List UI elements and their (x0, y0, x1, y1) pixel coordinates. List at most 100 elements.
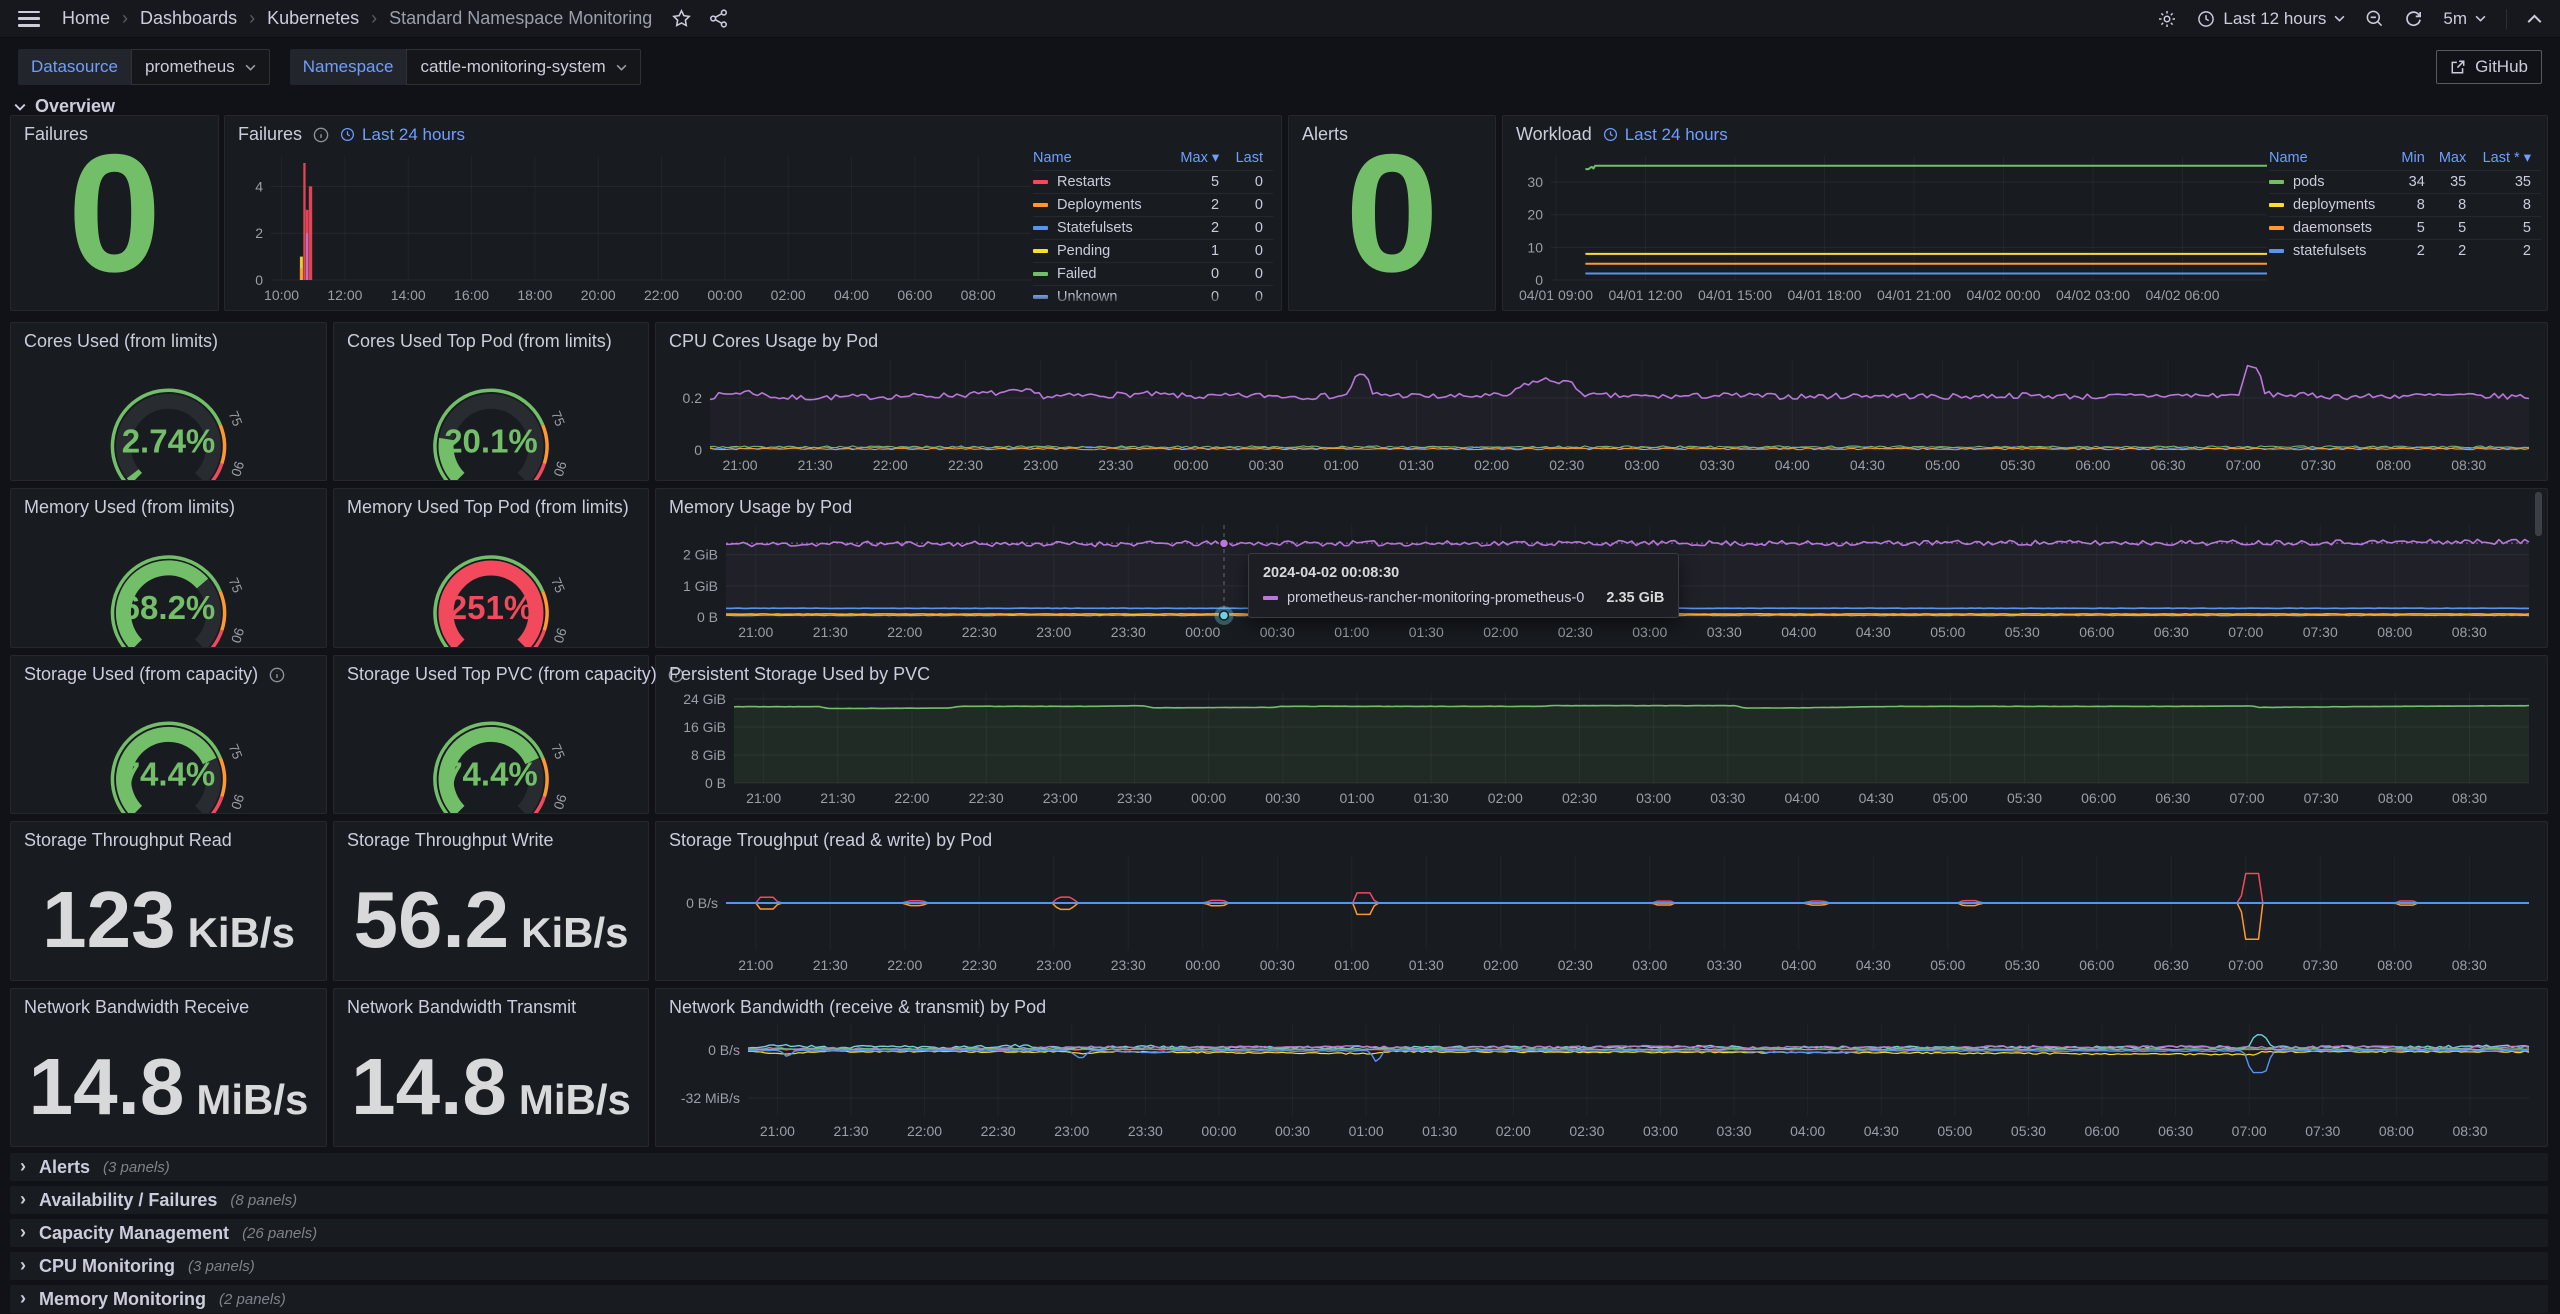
info-icon[interactable] (269, 667, 285, 683)
legend-row[interactable]: deployments888 (2269, 194, 2541, 217)
x-axis-label: 08:00 (2378, 790, 2413, 806)
namespace-select[interactable]: cattle-monitoring-system (406, 49, 640, 85)
x-axis-label: 03:00 (1632, 624, 1667, 640)
legend-table: NameMax ▾LastRestarts50Deployments20Stat… (1033, 146, 1273, 307)
panel-title[interactable]: Cores Used Top Pod (from limits) (347, 331, 612, 352)
x-axis-label: 08:30 (2452, 1123, 2487, 1139)
legend-header[interactable]: Max ▾ (1172, 146, 1229, 171)
panel-title[interactable]: Persistent Storage Used by PVC (669, 664, 930, 685)
legend-header[interactable]: Last * ▾ (2476, 146, 2541, 171)
panel-title[interactable]: Failures (24, 124, 88, 145)
crosshair-point (1219, 539, 1228, 548)
x-axis-label: 05:30 (2007, 790, 2042, 806)
panel-alerts-stat: Alerts 0 (1288, 115, 1496, 311)
chevron-down-icon (14, 103, 26, 111)
panel-title[interactable]: Memory Used Top Pod (from limits) (347, 497, 629, 518)
chevron-right-icon: › (20, 1222, 26, 1243)
legend-row[interactable]: pods343535 (2269, 171, 2541, 194)
failures-stat-value: 0 (11, 116, 218, 310)
tooltip-series-value: 2.35 GiB (1606, 590, 1664, 606)
legend-row[interactable]: Pending10 (1033, 240, 1273, 263)
x-axis-label: 23:00 (1036, 624, 1071, 640)
legend-row[interactable]: statefulsets222 (2269, 240, 2541, 263)
x-axis-label: 21:30 (833, 1123, 868, 1139)
section-title: Availability / Failures (39, 1190, 217, 1211)
legend-header[interactable]: Min (2398, 146, 2435, 171)
legend-row[interactable]: Unknown00 (1033, 286, 1273, 308)
y-axis-label: 0 B/s (708, 1042, 740, 1058)
panel-time-override: Last 24 hours (340, 125, 465, 145)
zoom-out-icon[interactable] (2365, 9, 2384, 28)
breadcrumb-dashboards[interactable]: Dashboards (140, 8, 237, 29)
x-axis-label: 00:00 (707, 287, 742, 303)
refresh-interval-select[interactable]: 5m (2443, 9, 2486, 29)
panel-title[interactable]: Network Bandwidth (receive & transmit) b… (669, 997, 1046, 1018)
panel-pvc-storage-chart: Persistent Storage Used by PVC 21:0021:3… (655, 655, 2548, 814)
panel-title[interactable]: Network Bandwidth Receive (24, 997, 249, 1018)
time-range-picker[interactable]: Last 12 hours (2197, 9, 2345, 29)
collapse-nav-icon[interactable] (2527, 14, 2542, 24)
x-axis-label: 07:00 (2226, 457, 2261, 473)
panel-title[interactable]: Storage Throughput Write (347, 830, 553, 851)
section-availability-failures-toggle[interactable]: › Availability / Failures (8 panels) (10, 1186, 2548, 1214)
datasource-variable: Datasource prometheus (18, 49, 270, 85)
panel-gauge-cores-used: Cores Used (from limits) 075901002.74% (10, 322, 327, 481)
panel-title[interactable]: Storage Troughput (read & write) by Pod (669, 830, 992, 851)
section-title: Alerts (39, 1157, 90, 1178)
bar (303, 163, 305, 280)
panel-title[interactable]: Network Bandwidth Transmit (347, 997, 576, 1018)
legend-row[interactable]: daemonsets555 (2269, 217, 2541, 240)
section-alerts-toggle[interactable]: › Alerts (3 panels) (10, 1153, 2548, 1181)
x-axis-label: 08:00 (2379, 1123, 2414, 1139)
panel-title[interactable]: Failures (238, 124, 302, 145)
legend-header[interactable]: Max (2435, 146, 2476, 171)
x-axis-label: 08:30 (2452, 790, 2487, 806)
x-axis-label: 04/02 06:00 (2146, 287, 2220, 303)
legend-row[interactable]: Failed00 (1033, 263, 1273, 286)
x-axis-label: 04/01 18:00 (1788, 287, 1862, 303)
section-memory-monitoring-toggle[interactable]: › Memory Monitoring (2 panels) (10, 1285, 2548, 1313)
datasource-select[interactable]: prometheus (131, 49, 270, 85)
section-overview-toggle[interactable]: Overview (14, 96, 115, 117)
github-button[interactable]: GitHub (2436, 50, 2542, 84)
refresh-icon[interactable] (2404, 9, 2423, 28)
legend-header[interactable]: Last (1229, 146, 1273, 171)
panel-title[interactable]: Alerts (1302, 124, 1348, 145)
x-axis-label: 02:00 (771, 287, 806, 303)
legend-header[interactable]: Name (2269, 146, 2398, 171)
legend-table: NameMinMaxLast * ▾pods343535deployments8… (2269, 146, 2541, 262)
menu-icon[interactable] (18, 11, 40, 27)
dashboard-settings-icon[interactable] (2157, 9, 2177, 29)
panel-title[interactable]: Cores Used (from limits) (24, 331, 218, 352)
tooltip-series-name: prometheus-rancher-monitoring-prometheus… (1287, 590, 1584, 606)
x-axis-label: 23:30 (1111, 957, 1146, 973)
section-capacity-management-toggle[interactable]: › Capacity Management (26 panels) (10, 1219, 2548, 1247)
x-axis-label: 22:00 (873, 457, 908, 473)
panel-title[interactable]: Storage Used Top PVC (from capacity) (347, 664, 657, 685)
x-axis-label: 05:30 (2005, 624, 2040, 640)
tooltip-time: 2024-04-02 00:08:30 (1263, 565, 1664, 581)
legend-row[interactable]: Restarts50 (1033, 171, 1273, 194)
x-axis-label: 03:30 (1707, 957, 1742, 973)
legend-row[interactable]: Deployments20 (1033, 194, 1273, 217)
panel-title[interactable]: Memory Usage by Pod (669, 497, 852, 518)
share-icon[interactable] (709, 9, 728, 28)
panel-title[interactable]: CPU Cores Usage by Pod (669, 331, 878, 352)
panel-title[interactable]: Memory Used (from limits) (24, 497, 235, 518)
series-swatch (1033, 226, 1048, 230)
y-axis-label: 1 GiB (683, 578, 718, 594)
breadcrumb-home[interactable]: Home (62, 8, 110, 29)
section-cpu-monitoring-toggle[interactable]: › CPU Monitoring (3 panels) (10, 1252, 2548, 1280)
gauge-value: 74.4% (444, 755, 538, 792)
panel-gauge-cores-top-pod: Cores Used Top Pod (from limits) 0759010… (333, 322, 649, 481)
chevron-right-icon: › (20, 1189, 26, 1210)
panel-title[interactable]: Storage Throughput Read (24, 830, 232, 851)
info-icon[interactable] (313, 127, 329, 143)
breadcrumb-kubernetes[interactable]: Kubernetes (267, 8, 359, 29)
legend-row[interactable]: Statefulsets20 (1033, 217, 1273, 240)
gauge-tick-label: 75 (548, 575, 568, 595)
panel-title[interactable]: Storage Used (from capacity) (24, 664, 258, 685)
legend-header[interactable]: Name (1033, 146, 1172, 171)
panel-title[interactable]: Workload (1516, 124, 1592, 145)
star-icon[interactable] (672, 9, 691, 28)
